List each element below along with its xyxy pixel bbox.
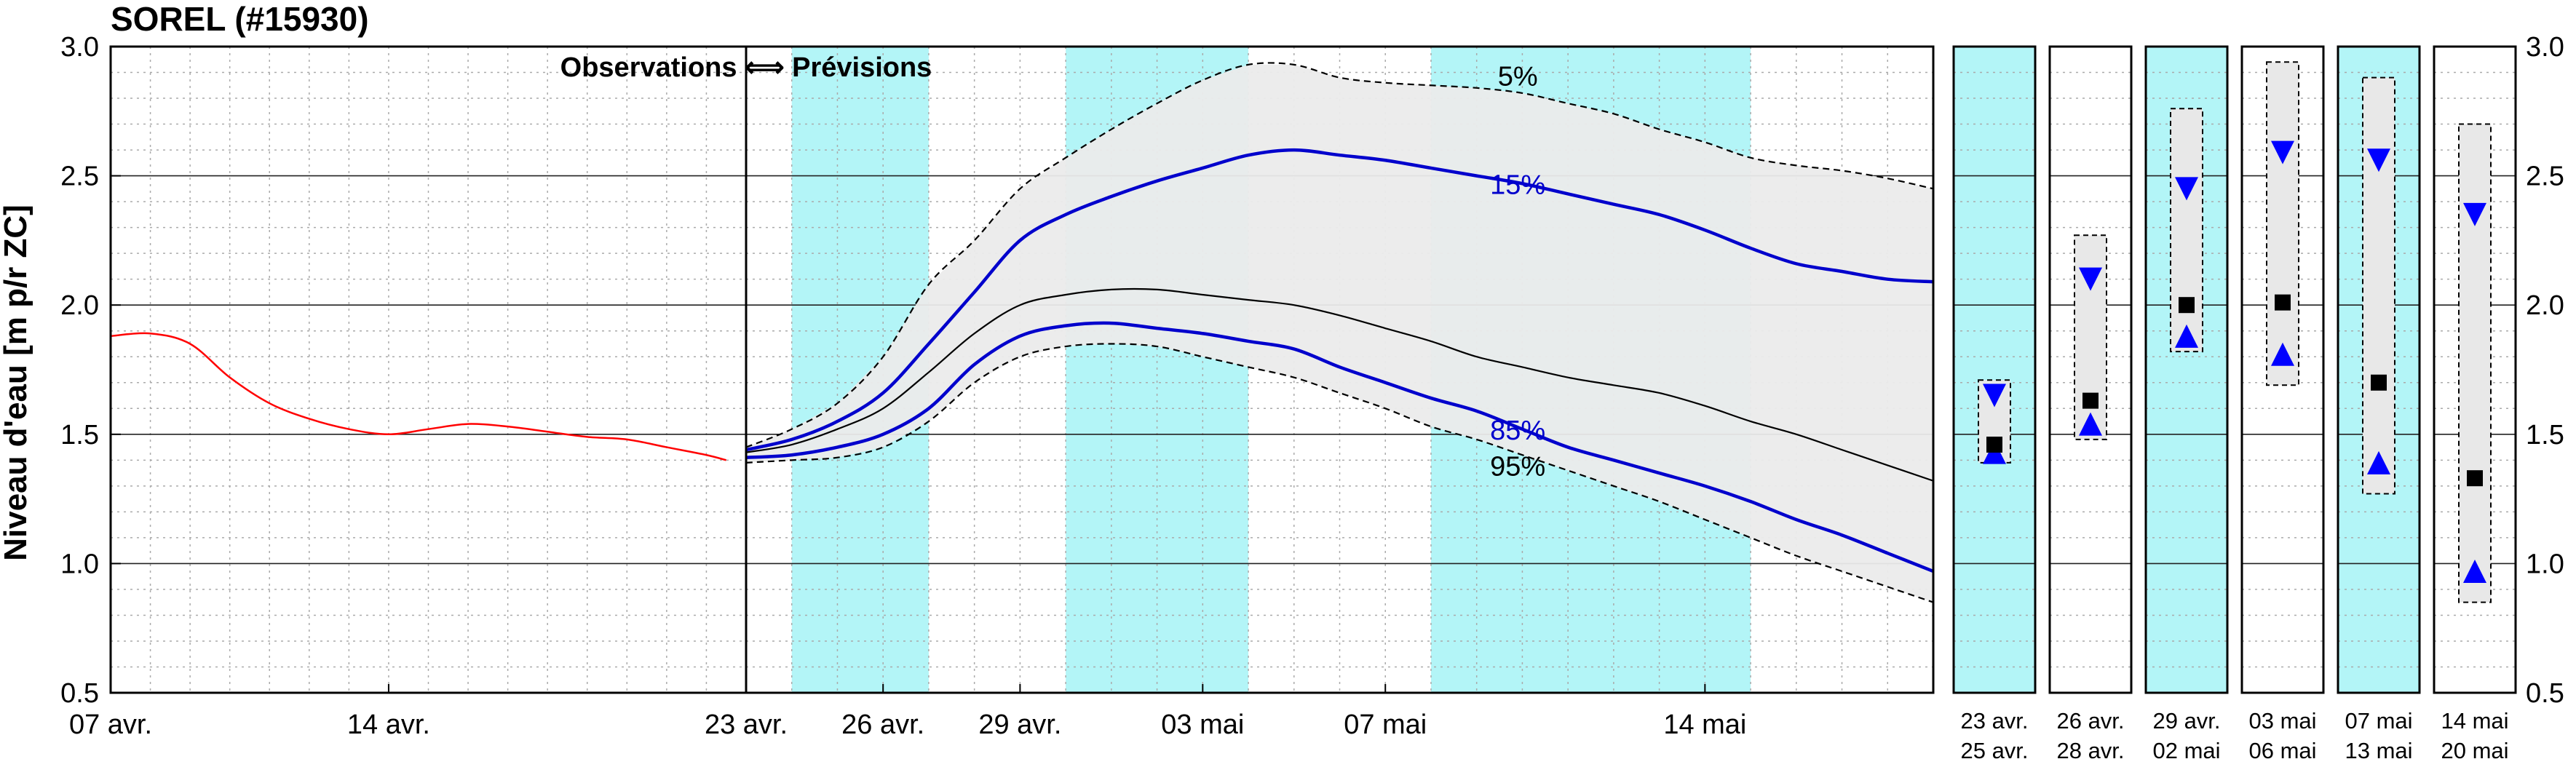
y-axis-label: Niveau d'eau [m p/r ZC] (0, 204, 33, 561)
percentile-label: 15% (1490, 170, 1545, 200)
panel-label-start: 14 mai (2441, 708, 2508, 734)
panel-p85-marker (2271, 342, 2294, 366)
panel-label-start: 07 mai (2345, 708, 2412, 734)
x-tick-label: 23 avr. (705, 710, 788, 740)
panel-median-marker (2179, 297, 2195, 314)
panel-median-marker (2275, 294, 2291, 311)
panel-range-box (2362, 76, 2395, 495)
series-line-85pct (745, 321, 1934, 573)
panel-frame (2240, 45, 2325, 694)
panel-p85-marker (2079, 412, 2102, 436)
panel-median-marker (2371, 374, 2387, 391)
panel-p85-marker (2367, 450, 2390, 474)
series-line-5pct (745, 62, 1934, 448)
weekly-panel (2240, 45, 2325, 694)
panel-p15-marker (2463, 202, 2486, 226)
weekly-panel (2337, 45, 2421, 694)
right-y-tick-label: 3.0 (2526, 32, 2564, 63)
x-tick-label: 26 avr. (841, 710, 924, 740)
panel-p15-marker (2175, 177, 2198, 201)
panel-frame (2144, 45, 2229, 694)
panel-label-start: 26 avr. (2056, 708, 2124, 734)
chart-title: SOREL (#15930) (111, 0, 369, 38)
right-y-tick-label: 1.5 (2526, 420, 2564, 450)
y-tick-label: 2.0 (60, 290, 99, 321)
series-line-95pct (745, 343, 1934, 603)
panel-p85-marker (2175, 324, 2198, 348)
panel-label-end: 02 mai (2152, 738, 2220, 763)
panel-p15-marker (2079, 267, 2102, 291)
x-tick-label: 03 mai (1161, 710, 1244, 740)
x-tick-label: 14 mai (1663, 710, 1746, 740)
weekly-panel (2433, 45, 2517, 694)
series-line-15pct (745, 148, 1934, 452)
panel-label-end: 06 mai (2248, 738, 2316, 763)
x-tick-label: 14 avr. (347, 710, 430, 740)
panel-p15-marker (2271, 140, 2294, 164)
panel-p15-marker (2367, 148, 2390, 172)
right-y-tick-label: 1.0 (2526, 549, 2564, 579)
series-line-médiane (745, 287, 1934, 482)
panel-p15-marker (1983, 384, 2006, 408)
panel-range-box (2170, 108, 2203, 353)
percentile-label: 85% (1490, 416, 1545, 446)
panel-median-marker (2467, 470, 2483, 487)
y-tick-label: 3.0 (60, 32, 99, 63)
panel-label-start: 23 avr. (1960, 708, 2028, 734)
panel-frame (1952, 45, 2037, 694)
panel-frame (2048, 45, 2133, 694)
right-y-tick-label: 2.0 (2526, 290, 2564, 321)
y-tick-label: 1.5 (60, 420, 99, 450)
panel-label-start: 03 mai (2248, 708, 2316, 734)
y-tick-label: 1.0 (60, 549, 99, 579)
panel-label-end: 13 mai (2345, 738, 2412, 763)
panel-range-box (2074, 234, 2107, 440)
panel-label-end: 28 avr. (2056, 738, 2124, 763)
panel-label-end: 25 avr. (1960, 738, 2028, 763)
y-tick-label: 0.5 (60, 678, 99, 709)
x-tick-label: 07 mai (1344, 710, 1427, 740)
x-tick-label: 07 avr. (69, 710, 152, 740)
observations-previsions-label: Observations ⟺ Prévisions (560, 52, 932, 83)
panel-shade (1954, 47, 2035, 693)
right-y-tick-label: 2.5 (2526, 162, 2564, 192)
panel-p85-marker (2463, 560, 2486, 584)
panel-range-box (2458, 123, 2492, 603)
weekly-panel (1952, 45, 2037, 694)
panel-median-marker (1986, 437, 2002, 453)
percentile-label: 95% (1490, 452, 1545, 482)
main-plot-frame (109, 45, 1935, 694)
weekly-panel (2144, 45, 2229, 694)
percentile-label: 5% (1498, 61, 1538, 92)
series-line-observations (110, 332, 727, 461)
right-y-tick-label: 0.5 (2526, 678, 2564, 709)
panel-frame (2337, 45, 2421, 694)
x-tick-label: 29 avr. (978, 710, 1061, 740)
panel-range-box (2266, 61, 2299, 386)
panel-label-start: 29 avr. (2152, 708, 2220, 734)
panel-label-end: 20 mai (2441, 738, 2508, 763)
panel-median-marker (2082, 392, 2099, 409)
weekly-panel (2048, 45, 2133, 694)
y-tick-label: 2.5 (60, 162, 99, 192)
panel-frame (2433, 45, 2517, 694)
